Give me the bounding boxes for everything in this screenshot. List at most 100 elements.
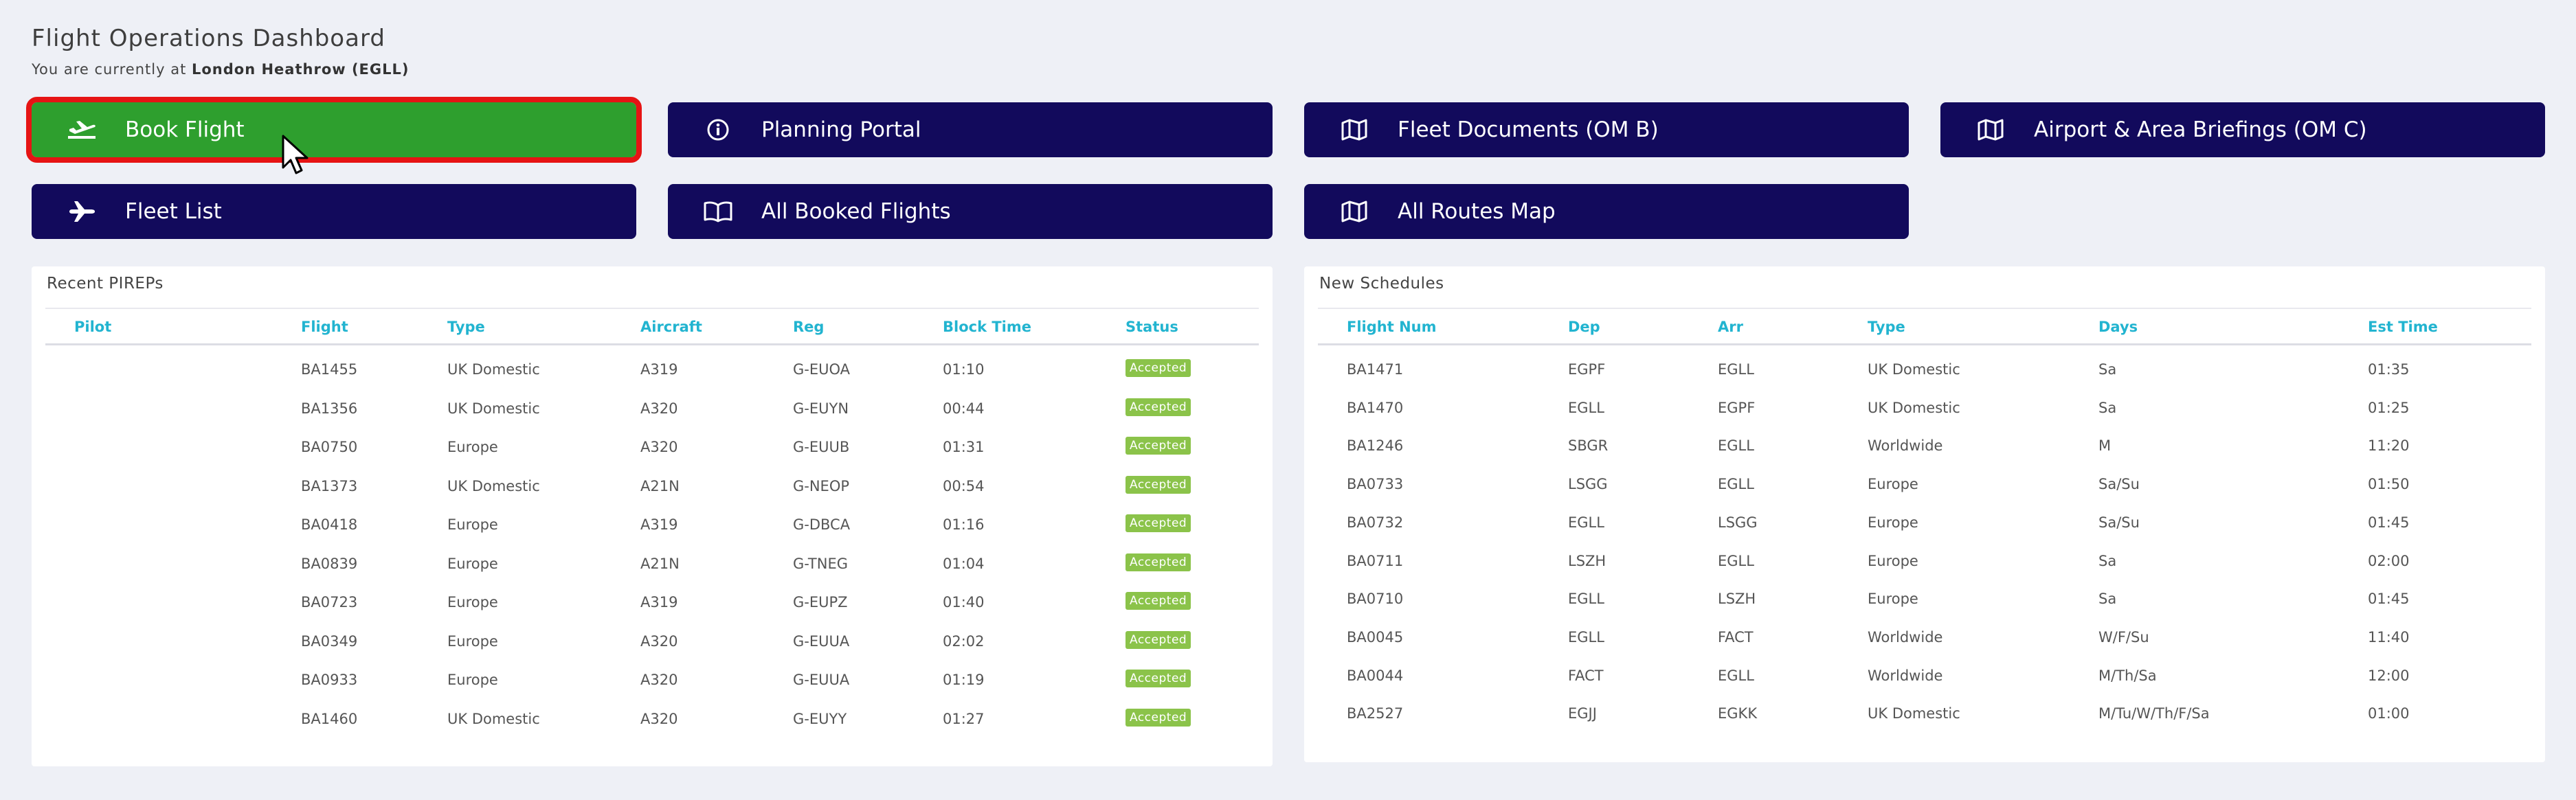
status-badge: Accepted <box>1125 475 1191 494</box>
table-row[interactable]: BA0349 Europe A320 G-EUUA 02:02 Accepted <box>45 630 1259 672</box>
table-cell: BA0732 <box>1347 514 1404 531</box>
table-row[interactable]: BA1373 UK Domestic A21N G-NEOP 00:54 Accepted <box>45 475 1259 516</box>
book-flight-button[interactable]: Book Flight <box>26 97 642 163</box>
table-row[interactable]: BA1460 UK Domestic A320 G-EUYY 01:27 Accepted <box>45 708 1259 749</box>
table-cell: FACT <box>1718 628 1754 645</box>
column-header[interactable]: Est Time <box>2368 319 2438 335</box>
column-header[interactable]: Flight <box>301 319 348 335</box>
table-cell: 11:20 <box>2368 437 2410 455</box>
table-cell: A320 <box>640 439 678 455</box>
all-booked-flights-label: All Booked Flights <box>761 199 951 224</box>
table-row[interactable]: BA1356 UK Domestic A320 G-EUYN 00:44 Accepted <box>45 398 1259 439</box>
table-cell: G-EUUA <box>793 632 850 650</box>
table-cell: Worldwide <box>1868 667 1943 684</box>
table-cell: 11:40 <box>2368 628 2410 645</box>
table-cell: BA0733 <box>1347 476 1404 493</box>
recent-pireps-card: Recent PIREPs Pilot Flight Type Aircraft… <box>32 266 1273 766</box>
status-badge: Accepted <box>1125 437 1191 455</box>
book-flight-label: Book Flight <box>125 117 245 142</box>
column-header[interactable]: Days <box>2098 319 2138 335</box>
column-header[interactable]: Reg <box>793 319 825 335</box>
table-header: Flight Num Dep Arr Type Days Est Time <box>1318 308 2531 345</box>
table-cell: A320 <box>640 632 678 650</box>
table-cell: G-TNEG <box>793 555 849 572</box>
table-cell: UK Domestic <box>1868 399 1960 416</box>
column-header[interactable]: Type <box>1868 319 1905 335</box>
column-header[interactable]: Flight Num <box>1347 319 1437 335</box>
table-cell: G-EUYN <box>793 400 849 417</box>
table-row[interactable]: BA0044 FACT EGLL Worldwide M/Th/Sa 12:00 <box>1318 667 2531 706</box>
status-badge: Accepted <box>1125 592 1191 610</box>
column-header[interactable]: Type <box>447 319 485 335</box>
table-row[interactable]: BA0750 Europe A320 G-EUUB 01:31 Accepted <box>45 437 1259 477</box>
status-badge: Accepted <box>1125 514 1191 532</box>
table-cell: 12:00 <box>2368 667 2410 684</box>
table-row[interactable]: BA0711 LSZH EGLL Europe Sa 02:00 <box>1318 553 2531 591</box>
table-cell: EGLL <box>1718 667 1754 684</box>
table-row[interactable]: BA0418 Europe A319 G-DBCA 01:16 Accepted <box>45 514 1259 555</box>
table-cell: G-EUYY <box>793 710 847 727</box>
table-cell: EGLL <box>1568 514 1604 531</box>
table-row[interactable]: BA0723 Europe A319 G-EUPZ 01:40 Accepted <box>45 592 1259 632</box>
table-cell: EGJJ <box>1568 705 1597 722</box>
table-cell: Europe <box>447 439 498 455</box>
table-cell: Worldwide <box>1868 628 1943 645</box>
current-location: You are currently at London Heathrow (EG… <box>32 61 410 78</box>
table-cell: 01:16 <box>943 516 985 533</box>
table-row[interactable]: BA0839 Europe A21N G-TNEG 01:04 Accepted <box>45 553 1259 594</box>
table-cell: EGLL <box>1568 399 1604 416</box>
table-cell: A319 <box>640 361 678 378</box>
status-badge: Accepted <box>1125 670 1191 687</box>
column-header[interactable]: Arr <box>1718 319 1743 335</box>
column-header[interactable]: Block Time <box>943 319 1032 335</box>
table-row[interactable]: BA0733 LSGG EGLL Europe Sa/Su 01:50 <box>1318 476 2531 514</box>
table-cell: 01:25 <box>2368 399 2410 416</box>
info-circle-icon <box>702 118 734 141</box>
table-row[interactable]: BA1455 UK Domestic A319 G-EUOA 01:10 Accepted <box>45 359 1259 400</box>
planning-portal-button[interactable]: Planning Portal <box>668 102 1273 157</box>
fleet-documents-label: Fleet Documents (OM B) <box>1398 117 1659 142</box>
table-cell: A320 <box>640 672 678 688</box>
table-row[interactable]: BA1470 EGLL EGPF UK Domestic Sa 01:25 <box>1318 400 2531 438</box>
table-cell: FACT <box>1568 667 1604 684</box>
mouse-cursor-icon <box>282 135 312 179</box>
table-row[interactable]: BA1246 SBGR EGLL Worldwide M 11:20 <box>1318 437 2531 476</box>
table-header: Pilot Flight Type Aircraft Reg Block Tim… <box>45 308 1259 345</box>
table-cell: 01:45 <box>2368 591 2410 608</box>
table-row[interactable]: BA1471 EGPF EGLL UK Domestic Sa 01:35 <box>1318 361 2531 400</box>
table-cell: EGLL <box>1718 437 1754 455</box>
table-cell: Europe <box>447 555 498 572</box>
fleet-documents-button[interactable]: Fleet Documents (OM B) <box>1304 102 1909 157</box>
table-cell: A319 <box>640 594 678 610</box>
table-row[interactable]: BA0710 EGLL LSZH Europe Sa 01:45 <box>1318 591 2531 629</box>
fleet-list-button[interactable]: Fleet List <box>32 184 636 239</box>
status-badge: Accepted <box>1125 708 1191 727</box>
table-row[interactable]: BA0732 EGLL LSGG Europe Sa/Su 01:45 <box>1318 514 2531 553</box>
table-cell: BA0750 <box>301 439 358 455</box>
table-row[interactable]: BA0933 Europe A320 G-EUUA 01:19 Accepted <box>45 670 1259 710</box>
table-row[interactable]: BA2527 EGJJ EGKK UK Domestic M/Tu/W/Th/F/Sa 0… <box>1318 705 2531 744</box>
all-routes-map-button[interactable]: All Routes Map <box>1304 184 1909 239</box>
column-header[interactable]: Dep <box>1568 319 1600 335</box>
status-badge: Accepted <box>1125 553 1191 571</box>
airport-briefings-button[interactable]: Airport & Area Briefings (OM C) <box>1940 102 2545 157</box>
table-cell: BA0044 <box>1347 667 1404 684</box>
table-cell: BA0045 <box>1347 628 1404 645</box>
table-row[interactable]: BA0045 EGLL FACT Worldwide W/F/Su 11:40 <box>1318 629 2531 667</box>
column-header[interactable]: Status <box>1125 319 1178 335</box>
table-cell: 01:50 <box>2368 476 2410 493</box>
table-cell: EGLL <box>1718 552 1754 569</box>
table-cell: Europe <box>447 516 498 533</box>
table-cell: Europe <box>447 672 498 688</box>
table-cell: G-EUUB <box>793 439 850 455</box>
column-header[interactable]: Aircraft <box>640 319 702 335</box>
table-cell: 02:02 <box>943 632 985 650</box>
table-cell: BA2527 <box>1347 705 1404 722</box>
table-cell: EGLL <box>1718 361 1754 378</box>
all-booked-flights-button[interactable]: All Booked Flights <box>668 184 1273 239</box>
table-cell: EGPF <box>1718 399 1756 416</box>
table-cell: A21N <box>640 477 680 494</box>
map-icon <box>1975 118 2006 141</box>
table-cell: BA1356 <box>301 400 358 417</box>
column-header[interactable]: Pilot <box>74 319 112 335</box>
